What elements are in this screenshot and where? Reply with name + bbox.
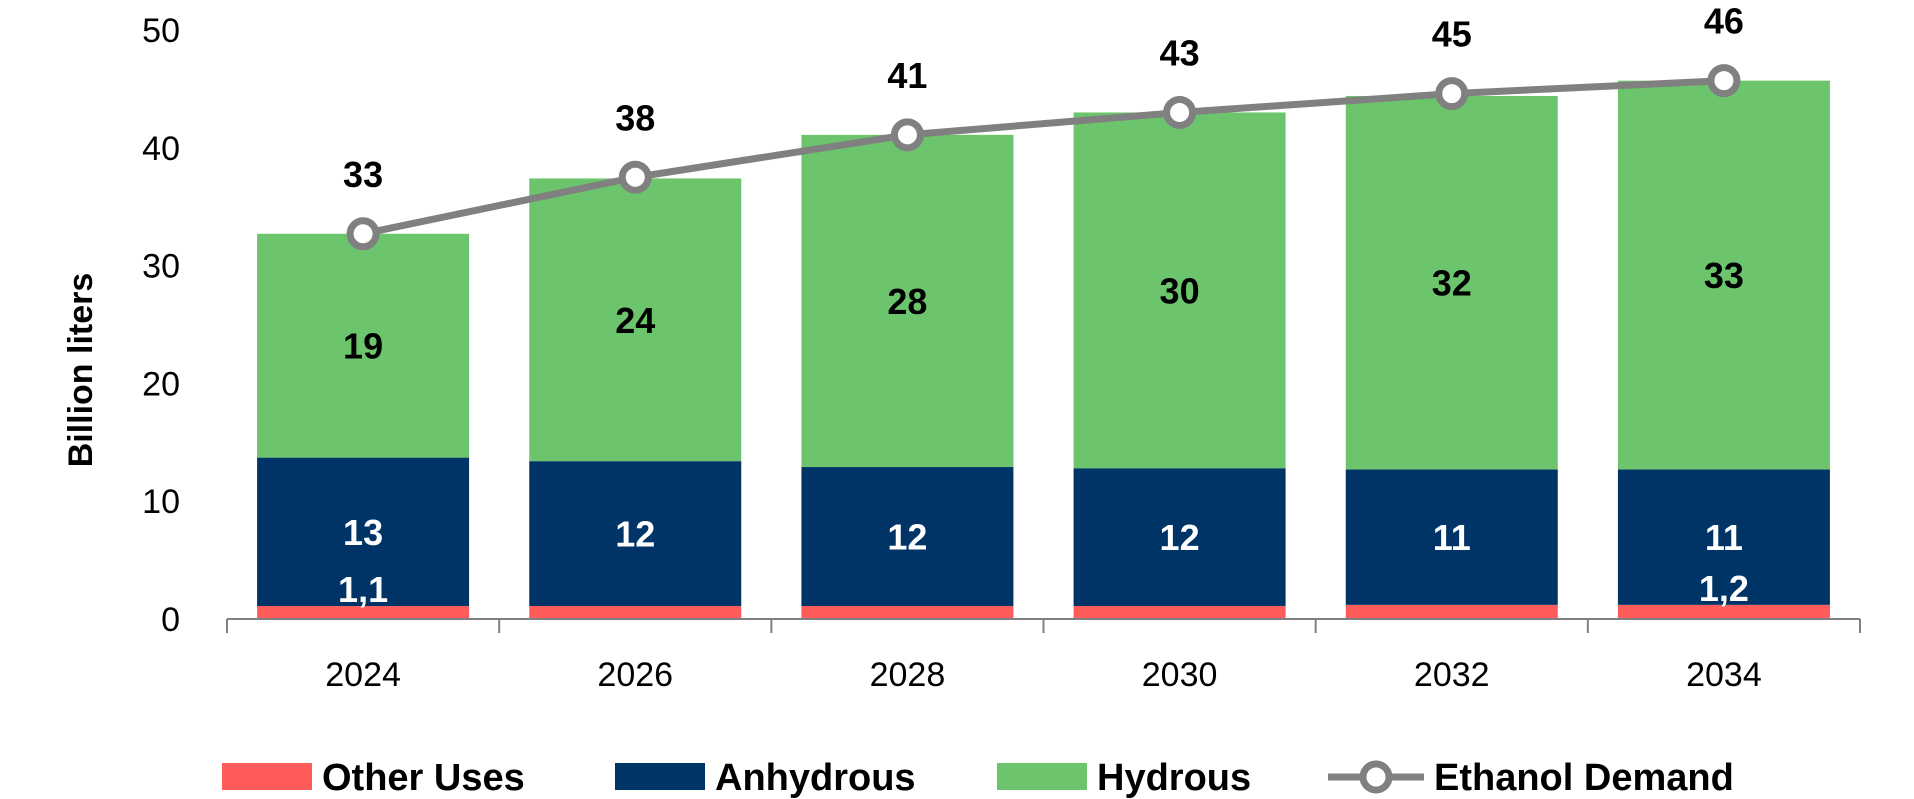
data-label-anhydrous-2034: 11 bbox=[1705, 517, 1743, 558]
data-label-anhydrous-2032: 11 bbox=[1433, 517, 1471, 558]
ethanol-demand-label-2030: 43 bbox=[1160, 32, 1200, 73]
x-tick-label-2034: 2034 bbox=[1686, 656, 1762, 694]
y-axis-title: Billion liters bbox=[62, 273, 100, 468]
bar-other-uses-2032 bbox=[1345, 604, 1558, 619]
data-label-anhydrous-2030: 12 bbox=[1160, 517, 1200, 558]
legend: Other Uses Anhydrous Hydrous Ethanol Demand bbox=[222, 757, 1734, 799]
y-tick-label-30: 30 bbox=[142, 248, 180, 286]
data-label-hydrous-2030: 30 bbox=[1160, 270, 1200, 311]
bars-layer bbox=[257, 80, 1830, 619]
ethanol-demand-marker-2034 bbox=[1707, 64, 1741, 98]
data-label-anhydrous-2028: 12 bbox=[887, 517, 927, 558]
ethanol-demand-label-2026: 38 bbox=[615, 97, 655, 138]
ethanol-demand-label-2034: 46 bbox=[1704, 1, 1744, 42]
ethanol-demand-marker-2024 bbox=[346, 217, 380, 251]
x-tick-label-2030: 2030 bbox=[1142, 656, 1218, 694]
line-layer bbox=[346, 64, 1741, 251]
bar-anhydrous-2032 bbox=[1345, 469, 1558, 605]
ethanol-demand-marker-2030 bbox=[1163, 95, 1197, 129]
bar-anhydrous-2030 bbox=[1073, 468, 1286, 607]
data-label-anhydrous-2024: 13 bbox=[343, 512, 383, 553]
ethanol-demand-marker-2028 bbox=[890, 118, 924, 152]
bar-other-uses-2026 bbox=[529, 606, 742, 619]
x-tick-label-2026: 2026 bbox=[597, 656, 673, 694]
legend-label-anhydrous: Anhydrous bbox=[715, 757, 916, 799]
bar-anhydrous-2026 bbox=[529, 461, 742, 607]
legend-label-hydrous: Hydrous bbox=[1097, 757, 1251, 799]
data-label-anhydrous-2026: 12 bbox=[615, 514, 655, 555]
data-label-hydrous-2024: 19 bbox=[343, 326, 383, 367]
bar-hydrous-2024 bbox=[257, 233, 470, 458]
bar-other-uses-2034 bbox=[1617, 604, 1830, 619]
x-tick-label-2028: 2028 bbox=[870, 656, 946, 694]
x-tick-label-2024: 2024 bbox=[325, 656, 401, 694]
labels-layer: 1,1 1,2 13 12 12 12 11 11 19 24 28 30 32 33 33 38 41 43 45… bbox=[338, 1, 1749, 610]
data-label-hydrous-2028: 28 bbox=[887, 281, 927, 322]
ethanol-demand-label-2032: 45 bbox=[1432, 14, 1472, 55]
bar-anhydrous-2034 bbox=[1617, 469, 1830, 605]
ethanol-demand-marker-2032 bbox=[1435, 77, 1469, 111]
x-tick-label-2032: 2032 bbox=[1414, 656, 1490, 694]
bar-hydrous-2030 bbox=[1073, 112, 1286, 469]
bar-hydrous-2026 bbox=[529, 178, 742, 462]
bar-other-uses-2030 bbox=[1073, 606, 1286, 619]
bar-other-uses-2024 bbox=[257, 606, 470, 619]
ethanol-demand-marker-2026 bbox=[618, 160, 652, 194]
legend-swatch-other-uses bbox=[222, 763, 312, 790]
y-tick-label-0: 0 bbox=[161, 601, 180, 639]
bar-hydrous-2034 bbox=[1617, 80, 1830, 470]
ethanol-demand-label-2028: 41 bbox=[887, 55, 927, 96]
bar-anhydrous-2028 bbox=[801, 467, 1014, 607]
legend-swatch-marker-ethanol-demand bbox=[1359, 760, 1393, 794]
ethanol-demand-line bbox=[362, 77, 1725, 238]
y-tick-label-50: 50 bbox=[142, 12, 180, 50]
ethanol-demand-label-2024: 33 bbox=[343, 154, 383, 195]
legend-swatch-hydrous bbox=[997, 763, 1087, 790]
legend-swatch-anhydrous bbox=[615, 763, 705, 790]
bar-anhydrous-2024 bbox=[257, 457, 470, 607]
data-label-hydrous-2034: 33 bbox=[1704, 255, 1744, 296]
data-label-hydrous-2032: 32 bbox=[1432, 263, 1472, 304]
y-tick-label-20: 20 bbox=[142, 365, 180, 403]
data-label-hydrous-2026: 24 bbox=[615, 300, 655, 341]
data-label-other-uses-2034: 1,2 bbox=[1699, 568, 1749, 609]
legend-label-other-uses: Other Uses bbox=[322, 757, 525, 799]
bar-hydrous-2028 bbox=[801, 134, 1014, 468]
legend-label-ethanol-demand: Ethanol Demand bbox=[1434, 757, 1734, 799]
y-tick-label-10: 10 bbox=[142, 483, 180, 521]
data-label-other-uses-2024: 1,1 bbox=[338, 569, 388, 610]
bar-other-uses-2028 bbox=[801, 606, 1014, 619]
y-tick-label-40: 40 bbox=[142, 130, 180, 168]
bar-hydrous-2032 bbox=[1345, 95, 1558, 470]
